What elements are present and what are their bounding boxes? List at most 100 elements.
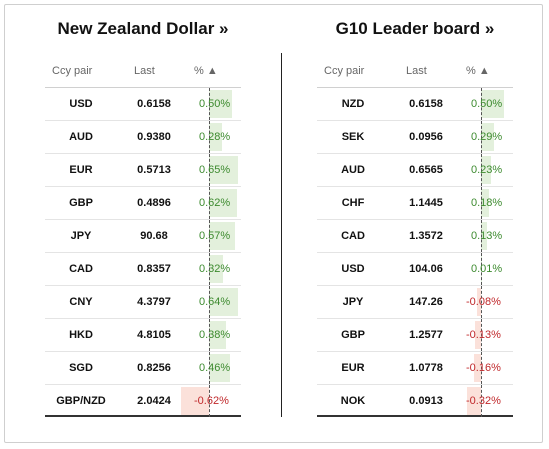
ccy-pair-cell: JPY — [70, 230, 92, 242]
percent-change-text: -0.16% — [466, 362, 501, 374]
ccy-pair-cell: EUR — [69, 164, 93, 176]
table-header: Ccy pair Last % ▲ — [45, 65, 241, 79]
zero-line — [481, 253, 482, 285]
zero-line — [209, 352, 210, 384]
change-bar — [209, 222, 235, 250]
table-row[interactable]: AUD 0.6565 0.23% — [317, 153, 513, 186]
percent-change-text: 0.57% — [199, 230, 231, 242]
change-bar — [481, 90, 504, 118]
last-price-cell: 147.26 — [409, 296, 443, 308]
zero-line — [209, 187, 210, 219]
panel-title-link[interactable]: New Zealand Dollar » — [57, 19, 229, 38]
percent-change-text: 0.50% — [199, 98, 231, 110]
last-price-cell: 0.4896 — [137, 197, 171, 209]
percent-change-cell: -0.13% — [451, 319, 513, 351]
table-row[interactable]: NZD 0.6158 0.50% — [317, 87, 513, 120]
table-row[interactable]: AUD 0.9380 0.28% — [45, 120, 241, 153]
percent-change-text: -0.32% — [466, 395, 501, 407]
ccy-pair-cell: SGD — [69, 362, 93, 374]
ccy-pair-cell: CAD — [341, 230, 365, 242]
table-row[interactable]: EUR 1.0778 -0.16% — [317, 351, 513, 384]
change-bar — [209, 321, 227, 349]
last-price-cell: 1.0778 — [409, 362, 443, 374]
percent-change-cell: 0.57% — [179, 220, 241, 252]
zero-line — [481, 319, 482, 351]
table-row[interactable]: GBP/NZD 2.0424 -0.62% — [45, 384, 241, 417]
percent-change-cell: 0.65% — [179, 154, 241, 186]
change-bar — [481, 123, 495, 151]
last-price-cell: 0.8256 — [137, 362, 171, 374]
change-bar — [209, 288, 238, 316]
change-bar — [209, 189, 237, 217]
ccy-pair-cell: AUD — [69, 131, 93, 143]
ccy-pair-cell: EUR — [341, 362, 365, 374]
percent-change-text: 0.13% — [471, 230, 503, 242]
zero-line — [481, 352, 482, 384]
percent-change-cell: 0.23% — [451, 154, 513, 186]
table-row[interactable]: NOK 0.0913 -0.32% — [317, 384, 513, 417]
header-last: Last — [134, 65, 155, 77]
table-row[interactable]: CAD 0.8357 0.32% — [45, 252, 241, 285]
zero-line — [209, 154, 210, 186]
percent-change-text: 0.46% — [199, 362, 231, 374]
table-row[interactable]: CNY 4.3797 0.64% — [45, 285, 241, 318]
last-price-cell: 0.0956 — [409, 131, 443, 143]
percent-change-cell: 0.50% — [451, 88, 513, 120]
percent-change-text: -0.62% — [194, 395, 229, 407]
table-row[interactable]: HKD 4.8105 0.38% — [45, 318, 241, 351]
table-row[interactable]: USD 0.6158 0.50% — [45, 87, 241, 120]
percent-change-text: 0.62% — [199, 197, 231, 209]
zero-line — [209, 220, 210, 252]
header-last: Last — [406, 65, 427, 77]
change-bar — [481, 189, 490, 217]
last-price-cell: 0.5713 — [137, 164, 171, 176]
ccy-pair-cell: AUD — [341, 164, 365, 176]
table-row[interactable]: GBP 0.4896 0.62% — [45, 186, 241, 219]
zero-line — [209, 88, 210, 120]
percent-change-cell: 0.46% — [179, 352, 241, 384]
table-row[interactable]: CHF 1.1445 0.18% — [317, 186, 513, 219]
percent-change-text: -0.13% — [466, 329, 501, 341]
last-price-cell: 1.3572 — [409, 230, 443, 242]
last-price-cell: 4.3797 — [137, 296, 171, 308]
percent-change-text: 0.18% — [471, 197, 503, 209]
ccy-pair-cell: SEK — [341, 131, 365, 143]
table-row[interactable]: GBP 1.2577 -0.13% — [317, 318, 513, 351]
ccy-pair-cell: GBP/NZD — [56, 395, 106, 407]
change-bar — [209, 354, 230, 382]
last-price-cell: 0.0913 — [409, 395, 443, 407]
last-price-cell: 0.9380 — [137, 131, 171, 143]
header-percent-sort[interactable]: % ▲ — [466, 65, 490, 77]
zero-line — [481, 187, 482, 219]
ccy-pair-cell: CHF — [341, 197, 365, 209]
last-price-cell: 1.2577 — [409, 329, 443, 341]
table-row[interactable]: USD 104.06 0.01% — [317, 252, 513, 285]
zero-line — [209, 253, 210, 285]
table-row[interactable]: EUR 0.5713 0.65% — [45, 153, 241, 186]
panel-divider — [281, 53, 282, 417]
zero-line — [481, 385, 482, 417]
table-row[interactable]: CAD 1.3572 0.13% — [317, 219, 513, 252]
change-bar — [209, 156, 239, 184]
ccy-pair-cell: USD — [69, 98, 93, 110]
zero-line — [209, 121, 210, 153]
panel-title-link[interactable]: G10 Leader board » — [335, 19, 495, 38]
change-bar — [477, 288, 481, 316]
ccy-pair-cell: CNY — [69, 296, 93, 308]
header-percent-sort[interactable]: % ▲ — [194, 65, 218, 77]
ccy-pair-cell: NOK — [340, 395, 366, 407]
table-row[interactable]: SEK 0.0956 0.29% — [317, 120, 513, 153]
fx-widget-card: New Zealand Dollar » Ccy pair Last % ▲ U… — [4, 4, 543, 443]
last-price-cell: 104.06 — [409, 263, 443, 275]
change-bar — [475, 321, 481, 349]
table-row[interactable]: SGD 0.8256 0.46% — [45, 351, 241, 384]
change-bar — [473, 354, 481, 382]
zero-line — [481, 121, 482, 153]
last-price-cell: 4.8105 — [137, 329, 171, 341]
zero-line — [209, 319, 210, 351]
percent-change-cell: 0.18% — [451, 187, 513, 219]
table-row[interactable]: JPY 90.68 0.57% — [45, 219, 241, 252]
table-row[interactable]: JPY 147.26 -0.08% — [317, 285, 513, 318]
rates-table: NZD 0.6158 0.50% SEK 0.0956 0.29% AUD 0.6565 0.2… — [317, 87, 513, 417]
last-price-cell: 0.8357 — [137, 263, 171, 275]
